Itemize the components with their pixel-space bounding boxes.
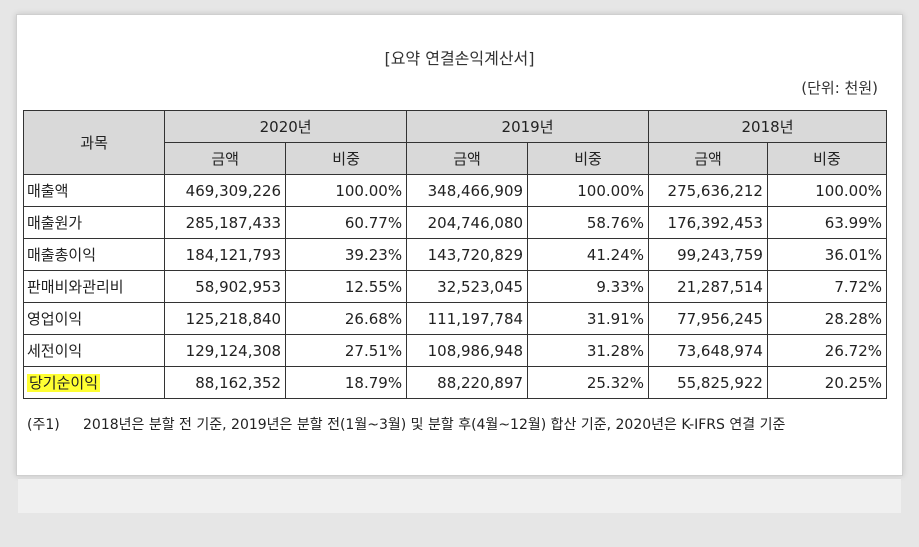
header-year-2020: 2020년	[164, 110, 408, 143]
header-amount: 금액	[406, 142, 529, 175]
cell-value: 88,220,897	[406, 366, 529, 399]
table-body: 매출액 469,309,226 100.00% 348,466,909 100.…	[22, 174, 888, 399]
cell-value: 275,636,212	[648, 174, 768, 207]
cell-value: 143,720,829	[406, 238, 529, 271]
document-card: [요약 연결손익계산서] (단위: 천원) 과목 2020년 2019년 201…	[16, 14, 903, 476]
table-row: 매출원가 285,187,433 60.77% 204,746,080 58.7…	[22, 206, 888, 239]
cell-value: 111,197,784	[406, 302, 529, 335]
cell-value: 285,187,433	[164, 206, 287, 239]
header-subject: 과목	[22, 110, 166, 175]
cell-value: 348,466,909	[406, 174, 529, 207]
cell-value: 100.00%	[766, 174, 888, 207]
cell-value: 27.51%	[285, 334, 408, 367]
table-row: 세전이익 129,124,308 27.51% 108,986,948 31.2…	[22, 334, 888, 367]
row-label: 판매비와관리비	[22, 270, 166, 303]
cell-value: 18.79%	[285, 366, 408, 399]
cell-value: 100.00%	[527, 174, 650, 207]
cell-value: 63.99%	[766, 206, 888, 239]
bottom-strip	[18, 478, 901, 513]
table-row: 영업이익 125,218,840 26.68% 111,197,784 31.9…	[22, 302, 888, 335]
cell-value: 129,124,308	[164, 334, 287, 367]
cell-value: 21,287,514	[648, 270, 768, 303]
table-row: 판매비와관리비 58,902,953 12.55% 32,523,045 9.3…	[22, 270, 888, 303]
table-row: 당기순이익 88,162,352 18.79% 88,220,897 25.32…	[22, 366, 888, 399]
cell-value: 125,218,840	[164, 302, 287, 335]
cell-value: 9.33%	[527, 270, 650, 303]
header-year-2018: 2018년	[648, 110, 887, 143]
header-ratio: 비중	[285, 142, 408, 175]
cell-value: 39.23%	[285, 238, 408, 271]
cell-value: 25.32%	[527, 366, 650, 399]
footnote-text: 2018년은 분할 전 기준, 2019년은 분할 전(1월~3월) 및 분할 …	[83, 417, 786, 433]
table-title: [요약 연결손익계산서]	[384, 49, 535, 68]
cell-value: 58.76%	[527, 206, 650, 239]
cell-value: 7.72%	[766, 270, 888, 303]
header-amount: 금액	[164, 142, 287, 175]
row-label: 매출원가	[22, 206, 166, 239]
cell-value: 32,523,045	[406, 270, 529, 303]
cell-value: 28.28%	[766, 302, 888, 335]
header-ratio: 비중	[527, 142, 650, 175]
cell-value: 31.28%	[527, 334, 650, 367]
row-label: 매출총이익	[22, 238, 166, 271]
cell-value: 41.24%	[527, 238, 650, 271]
cell-value: 108,986,948	[406, 334, 529, 367]
cell-value: 60.77%	[285, 206, 408, 239]
table-row: 매출액 469,309,226 100.00% 348,466,909 100.…	[22, 174, 888, 207]
cell-value: 73,648,974	[648, 334, 768, 367]
cell-value: 100.00%	[285, 174, 408, 207]
header-row-years: 과목 2020년 2019년 2018년	[22, 110, 887, 175]
cell-value: 12.55%	[285, 270, 408, 303]
cell-value: 469,309,226	[164, 174, 287, 207]
cell-value: 88,162,352	[164, 366, 287, 399]
cell-value: 26.68%	[285, 302, 408, 335]
cell-value: 77,956,245	[648, 302, 768, 335]
header-year-2019: 2019년	[406, 110, 650, 143]
cell-value: 55,825,922	[648, 366, 768, 399]
cell-value: 58,902,953	[164, 270, 287, 303]
row-label: 세전이익	[22, 334, 166, 367]
cell-value: 20.25%	[766, 366, 888, 399]
table-row: 매출총이익 184,121,793 39.23% 143,720,829 41.…	[22, 238, 888, 271]
header-ratio: 비중	[766, 142, 888, 175]
header-amount: 금액	[648, 142, 768, 175]
highlight-mark: 당기순이익	[27, 374, 101, 392]
row-label: 영업이익	[22, 302, 166, 335]
cell-value: 31.91%	[527, 302, 650, 335]
income-statement-table: 과목 2020년 2019년 2018년 금액 비중 금액 비중 금액 비중 매…	[22, 110, 888, 399]
footnote-tag: (주1)	[27, 417, 60, 433]
cell-value: 36.01%	[766, 238, 888, 271]
header-row-columns: 금액 비중 금액 비중 금액 비중	[24, 142, 888, 175]
unit-label: (단위: 천원)	[801, 79, 878, 97]
cell-value: 99,243,759	[648, 238, 768, 271]
cell-value: 176,392,453	[648, 206, 768, 239]
row-label-highlighted: 당기순이익	[22, 366, 166, 399]
cell-value: 204,746,080	[406, 206, 529, 239]
cell-value: 184,121,793	[164, 238, 287, 271]
cell-value: 26.72%	[766, 334, 888, 367]
row-label: 매출액	[22, 174, 166, 207]
footnote: (주1) 2018년은 분할 전 기준, 2019년은 분할 전(1월~3월) …	[27, 414, 887, 437]
